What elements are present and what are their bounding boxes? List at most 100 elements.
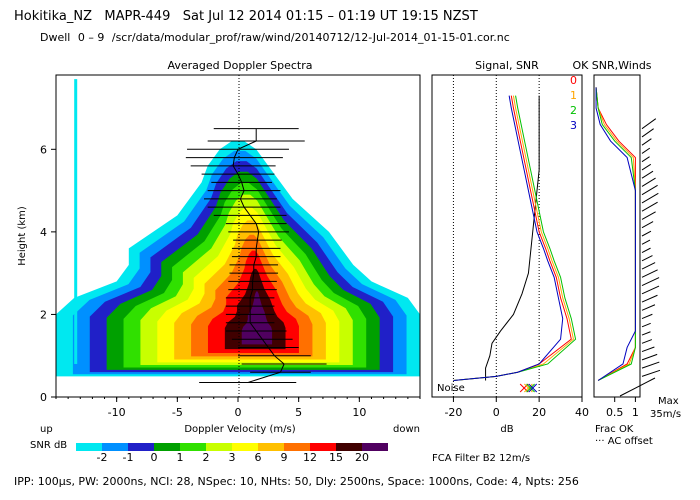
winds-legend: 0 1 2 3 <box>570 74 577 132</box>
x-tick-label: 0 <box>235 406 242 419</box>
colorbar-swatch <box>232 443 258 451</box>
colorbar-label: SNR dB <box>30 440 67 451</box>
signal-series <box>453 95 577 381</box>
legend-index: 1 <box>570 89 577 102</box>
spectra-panel: Averaged Doppler Spectra -10 -5 0 5 10 0 2 4 6 D… <box>17 59 421 435</box>
colorbar-swatch <box>128 443 154 451</box>
wind-arrow <box>641 255 653 262</box>
wind-arrow <box>641 211 656 220</box>
colorbar-level: -2 <box>97 451 108 464</box>
wind-arrow <box>641 184 658 196</box>
noise-marker <box>526 383 535 393</box>
colorbar-level: 12 <box>303 451 317 464</box>
max-wind-label: Max <box>658 396 679 407</box>
signal-x-tick-label: -20 <box>444 406 462 419</box>
legend-index: 2 <box>570 104 577 117</box>
signal-series <box>453 95 572 381</box>
max-wind-value: 35m/s <box>650 409 681 420</box>
wind-arrow <box>641 147 651 154</box>
winds-title: OK SNR,Winds <box>572 59 651 72</box>
colorbar-level: 1 <box>177 451 184 464</box>
filter-label: FCA Filter B2 12m/s <box>432 453 530 464</box>
wind-arrow <box>641 331 651 336</box>
signal-title: Signal, SNR <box>475 59 539 72</box>
wind-arrow <box>641 369 661 377</box>
signal-frame <box>431 74 583 398</box>
dwell-range: 0 – 9 <box>77 31 105 44</box>
signal-series <box>453 95 564 381</box>
noise-marker <box>528 383 538 393</box>
signal-x-tick-label: 0 <box>493 406 500 419</box>
wind-arrow <box>641 128 654 138</box>
colorbar: SNR dB -2 -1 0 1 2 3 6 9 12 15 20 <box>30 440 388 464</box>
signal-x-tick-label: 20 <box>532 406 546 419</box>
colorbar-swatch <box>76 443 102 451</box>
noise-marker <box>519 383 529 393</box>
colorbar-level: 20 <box>355 451 369 464</box>
frac-ok-line <box>595 87 636 381</box>
velocity-estimates <box>185 128 327 384</box>
wind-arrow <box>641 170 654 179</box>
spectra-fill <box>56 79 420 377</box>
colorbar-swatch <box>310 443 336 451</box>
y-tick-label: 2 <box>40 308 47 321</box>
radar-name: MAPR-449 <box>104 9 171 24</box>
wind-arrow <box>641 192 659 204</box>
velocity-center-line <box>232 128 285 384</box>
colorbar-swatch <box>206 443 232 451</box>
x-tick-label: 5 <box>295 406 302 419</box>
spectra-title: Averaged Doppler Spectra <box>167 59 312 72</box>
legend-index: 3 <box>570 119 577 132</box>
wind-arrow <box>641 353 658 361</box>
wind-arrow <box>641 177 656 187</box>
chart-title: Hokitika_NZ MAPR-449 Sat Jul 12 2014 01:… <box>14 10 478 23</box>
signal-x-tick-label: 40 <box>575 406 589 419</box>
wind-arrow <box>641 269 658 278</box>
signal-xlabel: dB <box>500 424 513 435</box>
wind-arrow <box>641 221 654 229</box>
spectra-ylabel: Height (km) <box>17 206 28 266</box>
frac-tick-label: 0.5 <box>606 406 624 419</box>
colorbar-level: 2 <box>203 451 210 464</box>
wind-arrow <box>641 304 656 311</box>
max-wind-arrow <box>619 377 656 397</box>
winds-axes: 0.5 1 <box>606 397 639 419</box>
frac-ok-line <box>595 87 636 381</box>
colorbar-level: 15 <box>329 451 343 464</box>
colorbar-level: 0 <box>151 451 158 464</box>
spectra-axes: -10 -5 0 5 10 0 2 4 6 <box>40 143 421 419</box>
colorbar-swatch <box>362 443 388 451</box>
wind-arrow <box>641 247 651 253</box>
wind-arrow <box>641 201 658 212</box>
colorbar-level: 6 <box>255 451 262 464</box>
colorbar-swatch <box>154 443 180 451</box>
wind-arrow <box>641 339 653 344</box>
wind-arrow <box>641 277 660 286</box>
file-path: /scr/data/modular_prof/raw/wind/20140712… <box>111 31 510 44</box>
wind-arrow <box>641 239 651 245</box>
signal-panel: Signal, SNR -20 0 20 40 Noise dB <box>431 59 589 435</box>
signal-axes: -20 0 20 40 <box>444 75 589 419</box>
datetime: Sat Jul 12 2014 01:15 – 01:19 UT 19:15 N… <box>182 9 478 24</box>
frac-tick-label: 1 <box>632 406 639 419</box>
site-name: Hokitika_NZ <box>14 9 92 24</box>
winds-lines <box>595 87 661 397</box>
spectra-xlabel: Doppler Velocity (m/s) <box>184 424 295 435</box>
x-end-label-up: up <box>40 424 53 435</box>
colorbar-level: 3 <box>229 451 236 464</box>
footer-params: IPP: 100μs, PW: 2000ns, NCI: 28, NSpec: … <box>14 475 579 488</box>
x-end-label-down: down <box>393 424 420 435</box>
signal-series <box>453 95 574 381</box>
legend-index: 0 <box>570 74 577 87</box>
wind-arrow <box>641 138 652 146</box>
signal-lines <box>453 95 577 393</box>
wind-arrow <box>641 294 658 303</box>
colorbar-level: 9 <box>281 451 288 464</box>
winds-frame <box>593 74 641 398</box>
wind-arrow <box>641 313 653 320</box>
x-tick-label: 10 <box>352 406 366 419</box>
colorbar-swatch <box>284 443 310 451</box>
wind-arrow <box>641 156 650 163</box>
